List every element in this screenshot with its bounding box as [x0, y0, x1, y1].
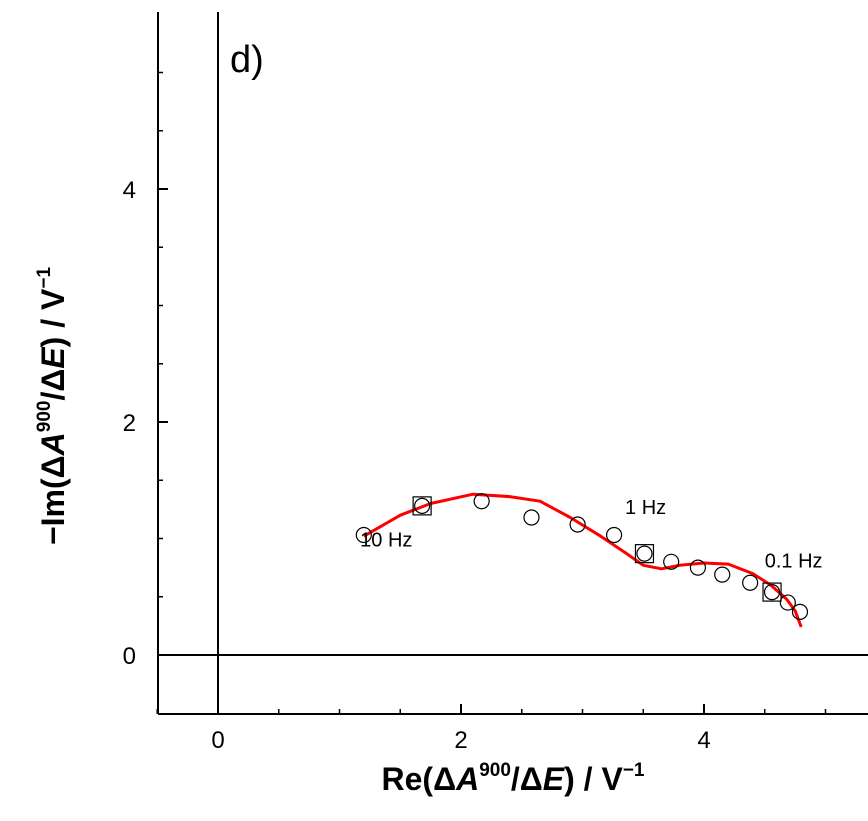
frequency-marker-square	[634, 544, 655, 564]
axis-tick-labels: 0 2 4 0 2 4	[123, 177, 711, 754]
data-point-circle	[763, 583, 781, 601]
data-point-circle	[523, 509, 540, 526]
frequency-annotation: 0.1 Hz	[765, 551, 823, 573]
data-point-circle	[791, 603, 809, 620]
data-point-circle	[663, 553, 680, 570]
plot-frame	[157, 12, 868, 715]
data-point-circle	[355, 526, 372, 544]
data-point-circle	[689, 559, 707, 576]
data-point-circle	[636, 545, 653, 562]
data-point-circle	[779, 594, 796, 611]
series-layer	[355, 492, 809, 628]
frequency-marker-square	[762, 582, 782, 602]
data-point-circle	[473, 493, 490, 510]
x-tick-label: 2	[454, 727, 467, 754]
axis-ticks	[156, 71, 827, 714]
data-point-circle	[569, 516, 586, 533]
y-tick-label: 0	[123, 643, 136, 670]
frequency-annotation: 1 Hz	[625, 497, 666, 519]
data-point-circle	[414, 497, 431, 514]
frequency-marker-square	[412, 496, 432, 516]
panel-label: d)	[230, 39, 264, 81]
annotation-layer: 10 Hz 1 Hz 0.1 Hz	[360, 497, 822, 573]
data-point-circle	[605, 526, 623, 544]
x-tick-label: 0	[211, 727, 224, 754]
y-tick-label: 4	[123, 177, 136, 204]
data-point-circle	[742, 574, 759, 591]
x-axis-title: Re(ΔA900/ΔE) / V−1	[382, 760, 645, 797]
y-tick-label: 2	[123, 410, 136, 437]
y-axis-title: −Im(ΔA900/ΔE) / V−1	[34, 267, 71, 546]
x-tick-label: 4	[697, 727, 710, 754]
frequency-annotation: 10 Hz	[360, 530, 412, 552]
data-point-circle	[714, 566, 731, 583]
fit-line	[363, 492, 803, 628]
